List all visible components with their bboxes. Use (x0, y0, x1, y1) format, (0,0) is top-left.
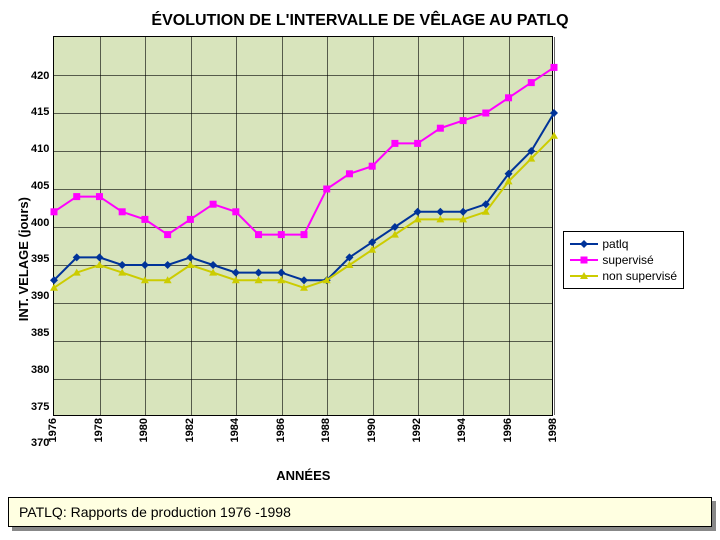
y-tick-label: 410 (31, 143, 49, 155)
chart-area: INT. VELAGE (jours) 420 415 410 405 400 395 39… (0, 36, 720, 483)
legend: patlq supervisé non supervisé (563, 231, 684, 289)
chart-lines (54, 37, 552, 415)
legend-item-non-supervise: non supervisé (570, 268, 677, 284)
series-supervise (54, 67, 554, 234)
y-tick-label: 390 (31, 290, 49, 302)
x-tick-label: 1980 (138, 418, 150, 442)
legend-label: patlq (602, 237, 628, 251)
y-tick-label: 375 (31, 401, 49, 413)
x-tick-label: 1988 (320, 418, 332, 442)
x-tick-label: 1994 (456, 418, 468, 442)
y-tick-label: 385 (31, 327, 49, 339)
x-tick-label: 1990 (366, 418, 378, 442)
x-tick-label: 1998 (547, 418, 559, 442)
legend-label: supervisé (602, 253, 653, 267)
x-tick-label: 1976 (47, 418, 59, 442)
y-tick-label: 395 (31, 253, 49, 265)
y-ticks: 420415410405400395390385380375370 (31, 70, 53, 450)
legend-label: non supervisé (602, 269, 677, 283)
legend-item-patlq: patlq (570, 236, 677, 252)
series-patlq (54, 113, 554, 280)
x-tick-label: 1982 (184, 418, 196, 442)
x-tick-label: 1978 (93, 418, 105, 442)
y-tick-label: 405 (31, 180, 49, 192)
y-tick-label: 415 (31, 106, 49, 118)
caption-text: PATLQ: Rapports de production 1976 -1998 (8, 497, 712, 527)
plot-area (53, 36, 553, 416)
y-tick-label: 380 (31, 364, 49, 376)
chart-title: ÉVOLUTION DE L'INTERVALLE DE VÊLAGE AU P… (0, 0, 720, 36)
legend-item-supervise: supervisé (570, 252, 677, 268)
x-tick-label: 1992 (411, 418, 423, 442)
x-ticks: 1976197819801982198419861988199019921994… (53, 416, 553, 466)
x-axis-label: ANNÉES (53, 468, 553, 483)
x-tick-label: 1996 (502, 418, 514, 442)
caption-box: PATLQ: Rapports de production 1976 -1998 (8, 497, 712, 527)
x-tick-label: 1984 (229, 418, 241, 442)
y-tick-label: 400 (31, 217, 49, 229)
x-tick-label: 1986 (275, 418, 287, 442)
y-tick-label: 420 (31, 70, 49, 82)
y-axis-label: INT. VELAGE (jours) (14, 197, 31, 321)
